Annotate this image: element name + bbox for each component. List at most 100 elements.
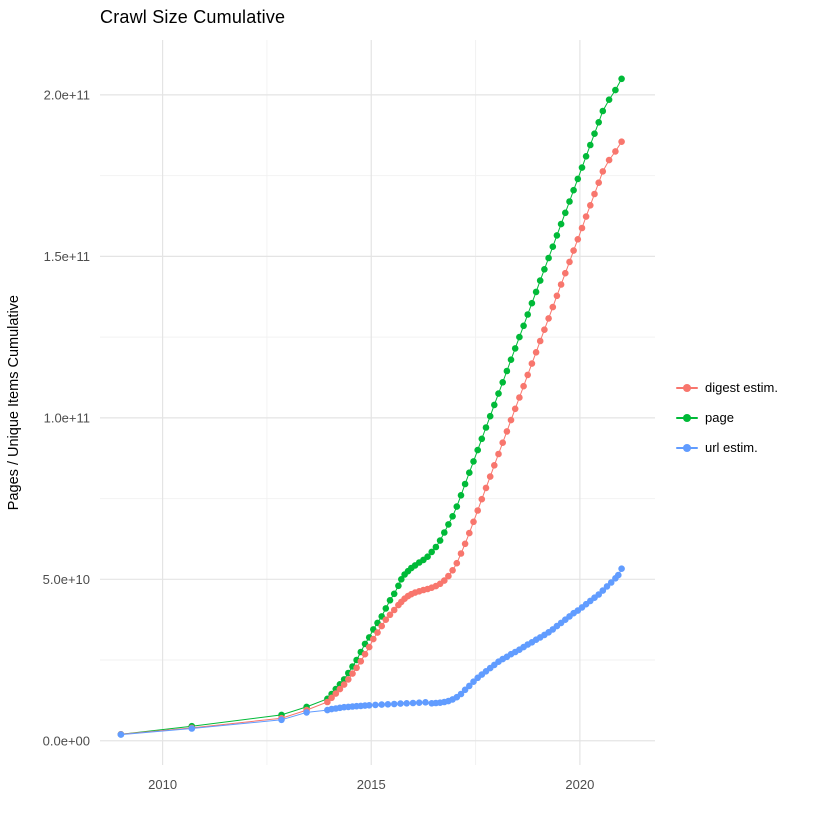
data-point <box>553 232 561 239</box>
data-point <box>324 698 331 706</box>
data-point <box>499 379 507 386</box>
data-point <box>461 686 469 694</box>
data-point <box>432 543 440 551</box>
data-point <box>466 469 473 477</box>
data-point <box>457 492 465 499</box>
data-point <box>403 700 411 707</box>
data-point <box>474 507 482 514</box>
data-point <box>449 513 456 520</box>
data-point <box>524 371 531 379</box>
data-point <box>486 473 494 480</box>
data-point <box>557 281 565 288</box>
data-point <box>390 606 398 614</box>
data-point <box>470 458 477 465</box>
data-point <box>618 565 625 572</box>
data-point <box>612 86 619 94</box>
data-point <box>478 435 486 443</box>
legend-key-page-icon <box>676 408 698 427</box>
data-point <box>482 424 490 431</box>
data-point <box>457 690 465 698</box>
data-point <box>524 311 531 318</box>
data-point <box>398 576 405 583</box>
data-point <box>599 587 607 594</box>
data-point <box>574 236 582 243</box>
legend-item-url: url estim. <box>676 438 778 457</box>
data-point <box>397 700 404 707</box>
data-point <box>541 326 548 334</box>
data-point <box>457 550 465 557</box>
data-point <box>516 394 523 401</box>
data-point <box>545 315 552 322</box>
data-point <box>566 258 573 266</box>
data-point <box>332 690 340 697</box>
data-point <box>511 345 519 352</box>
data-point <box>541 266 548 273</box>
x-tick-label: 2010 <box>148 777 177 792</box>
data-point <box>536 277 544 284</box>
data-point <box>503 367 511 375</box>
data-point <box>386 611 394 619</box>
data-point <box>378 622 386 630</box>
x-tick-label: 2015 <box>357 777 386 792</box>
data-point <box>520 382 527 390</box>
y-axis-title-wrap: Pages / Unique Items Cumulative <box>6 40 22 765</box>
data-point <box>382 616 390 623</box>
legend-label-page: page <box>705 410 734 425</box>
data-point <box>466 529 473 537</box>
data-point <box>382 605 390 612</box>
data-point <box>595 179 602 186</box>
data-point <box>422 699 429 706</box>
data-point <box>340 681 348 688</box>
data-point <box>570 186 577 194</box>
data-point <box>582 213 590 220</box>
data-point <box>574 175 582 183</box>
legend-item-page: page <box>676 408 778 427</box>
legend-key-url-icon <box>676 438 698 457</box>
data-point <box>495 390 502 397</box>
data-point <box>384 701 392 708</box>
data-point <box>499 439 507 447</box>
data-point <box>386 597 394 604</box>
data-point <box>582 153 590 160</box>
data-point <box>365 702 373 709</box>
data-point <box>532 288 540 296</box>
data-point <box>549 243 557 250</box>
data-point <box>570 247 577 254</box>
data-point <box>491 462 498 469</box>
data-point <box>599 168 607 175</box>
legend-dot-icon <box>683 443 691 452</box>
data-point <box>441 577 448 584</box>
data-point <box>188 725 196 732</box>
data-point <box>449 567 456 574</box>
data-point <box>599 107 607 115</box>
data-point <box>390 590 398 598</box>
legend-dot-icon <box>683 413 691 422</box>
data-point <box>618 138 625 145</box>
data-point <box>453 503 461 510</box>
data-point <box>603 583 611 590</box>
data-point <box>549 303 557 311</box>
data-point <box>378 701 386 708</box>
data-point <box>536 337 544 345</box>
legend: digest estim. page url estim. <box>676 378 778 457</box>
data-point <box>562 269 569 277</box>
data-point <box>328 694 335 702</box>
y-tick-label: 1.0e+11 <box>44 410 90 425</box>
data-point <box>428 548 436 556</box>
data-point <box>578 224 586 232</box>
data-point <box>395 582 402 590</box>
data-point <box>503 428 511 435</box>
data-point <box>507 416 515 424</box>
data-point <box>117 731 125 738</box>
data-point <box>607 579 615 586</box>
data-point <box>591 130 598 137</box>
y-tick-label: 0.0e+00 <box>43 733 90 748</box>
data-point <box>545 254 552 262</box>
data-point <box>474 446 482 454</box>
legend-item-digest: digest estim. <box>676 378 778 397</box>
data-point <box>349 670 356 677</box>
data-point <box>532 349 540 356</box>
data-point <box>453 559 461 567</box>
